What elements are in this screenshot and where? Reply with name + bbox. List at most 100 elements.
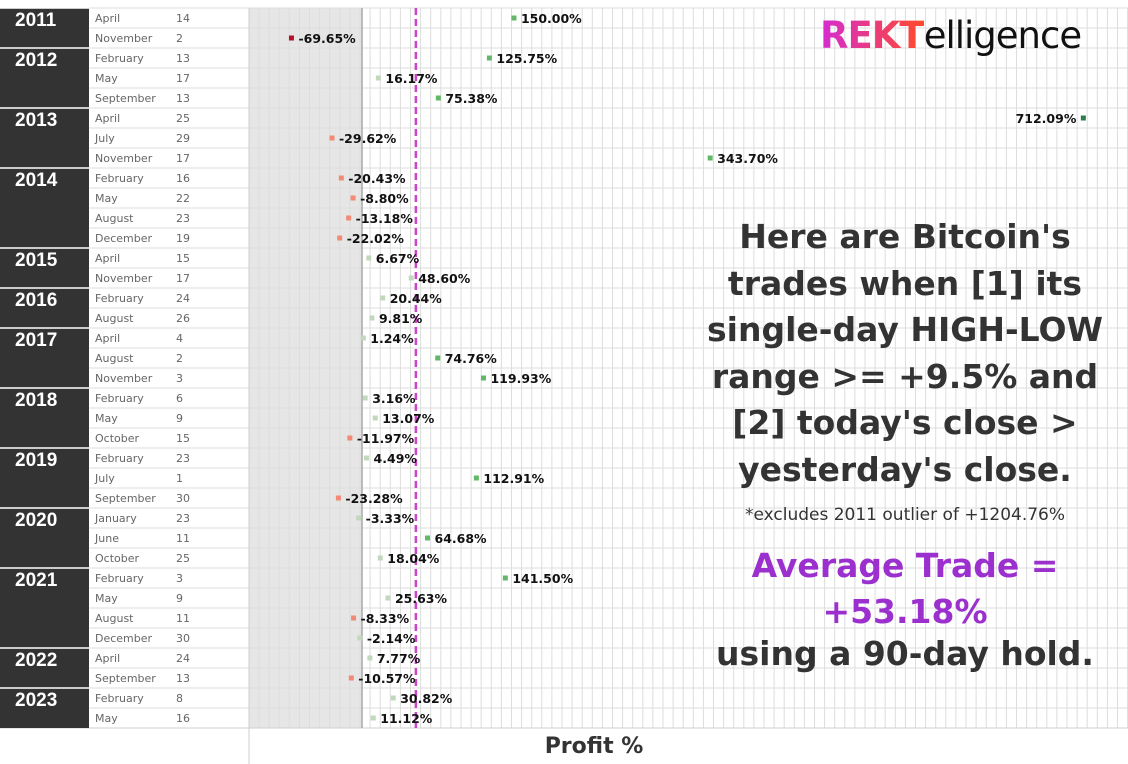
day-label: 25 xyxy=(176,552,190,565)
headline-annotation: Here are Bitcoin's trades when [1] its s… xyxy=(707,217,1103,489)
month-label: August xyxy=(95,612,134,625)
data-point xyxy=(486,55,492,61)
month-label: April xyxy=(95,112,120,125)
day-label: 11 xyxy=(176,532,190,545)
month-label: April xyxy=(95,332,120,345)
day-label: 17 xyxy=(176,272,190,285)
data-label: -23.28% xyxy=(345,491,403,506)
brand-logo: REKTelligence xyxy=(820,14,1082,57)
month-label: February xyxy=(95,52,144,65)
day-label: 9 xyxy=(176,592,183,605)
data-point xyxy=(288,35,294,41)
data-point xyxy=(348,675,354,681)
data-label: -69.65% xyxy=(298,31,356,46)
data-label: 74.76% xyxy=(445,351,498,366)
year-label: 2011 xyxy=(15,10,57,31)
month-label: August xyxy=(95,352,134,365)
year-label: 2015 xyxy=(15,250,58,271)
logo-bold-text: REKT xyxy=(820,14,925,57)
month-label: May xyxy=(95,412,118,425)
day-label: 30 xyxy=(176,492,190,505)
data-point xyxy=(511,15,517,21)
logo-rest-text: elligence xyxy=(923,14,1082,57)
day-label: 8 xyxy=(176,692,183,705)
day-label: 13 xyxy=(176,52,190,65)
year-label: 2018 xyxy=(15,390,57,411)
data-label: -29.62% xyxy=(339,131,397,146)
day-label: 24 xyxy=(176,652,190,665)
day-label: 6 xyxy=(176,392,183,405)
data-label: 3.16% xyxy=(372,391,416,406)
day-label: 29 xyxy=(176,132,190,145)
data-label: 4.49% xyxy=(374,451,418,466)
day-label: 4 xyxy=(176,332,183,345)
data-point xyxy=(367,655,373,661)
data-label: -3.33% xyxy=(366,511,415,526)
data-label: 64.68% xyxy=(435,531,488,546)
month-label: June xyxy=(94,532,119,545)
month-label: February xyxy=(95,692,144,705)
data-label: -10.57% xyxy=(358,671,416,686)
month-label: February xyxy=(95,572,144,585)
day-label: 22 xyxy=(176,192,190,205)
day-label: 26 xyxy=(176,312,190,325)
month-label: July xyxy=(94,132,115,145)
day-label: 15 xyxy=(176,252,190,265)
data-label: 75.38% xyxy=(445,91,498,106)
month-label: September xyxy=(95,92,156,105)
data-label: 712.09% xyxy=(1016,111,1077,126)
month-label: December xyxy=(95,632,153,645)
data-point xyxy=(1080,115,1086,121)
month-label: February xyxy=(95,172,144,185)
month-label: September xyxy=(95,492,156,505)
data-point xyxy=(357,635,363,641)
day-label: 14 xyxy=(176,12,190,25)
data-point xyxy=(390,695,396,701)
data-label: 125.75% xyxy=(496,51,557,66)
month-label: August xyxy=(95,312,134,325)
month-label: November xyxy=(95,372,153,385)
data-point xyxy=(408,275,414,281)
data-point xyxy=(338,175,344,181)
hold-annotation: using a 90-day hold. xyxy=(716,634,1094,673)
data-label: 11.12% xyxy=(380,711,433,726)
data-point xyxy=(370,715,376,721)
data-label: -13.18% xyxy=(356,211,414,226)
data-point xyxy=(351,615,357,621)
data-label: -22.02% xyxy=(347,231,405,246)
data-point xyxy=(360,335,366,341)
month-label: May xyxy=(95,72,118,85)
month-label: November xyxy=(95,152,153,165)
year-column xyxy=(0,8,89,728)
day-label: 2 xyxy=(176,32,183,45)
month-label: May xyxy=(95,192,118,205)
month-label: April xyxy=(95,12,120,25)
footnote-annotation: *excludes 2011 outlier of +1204.76% xyxy=(744,505,1066,525)
month-label: September xyxy=(95,672,156,685)
month-label: May xyxy=(95,592,118,605)
data-label: 150.00% xyxy=(521,11,582,26)
data-label: 48.60% xyxy=(418,271,471,286)
data-point xyxy=(369,315,375,321)
month-label: November xyxy=(95,32,153,45)
data-point xyxy=(346,215,352,221)
data-point xyxy=(364,455,370,461)
year-label: 2023 xyxy=(15,690,57,711)
month-label: February xyxy=(95,452,144,465)
data-point xyxy=(425,535,431,541)
day-label: 13 xyxy=(176,672,190,685)
month-label: April xyxy=(95,652,120,665)
day-label: 19 xyxy=(176,232,190,245)
data-point xyxy=(385,595,391,601)
day-label: 17 xyxy=(176,72,190,85)
data-label: 141.50% xyxy=(512,571,573,586)
data-point xyxy=(362,395,368,401)
month-label: February xyxy=(95,292,144,305)
data-point xyxy=(707,155,713,161)
day-label: 1 xyxy=(176,472,183,485)
day-label: 13 xyxy=(176,92,190,105)
day-label: 3 xyxy=(176,572,183,585)
data-label: 30.82% xyxy=(400,691,453,706)
data-label: 20.44% xyxy=(390,291,443,306)
